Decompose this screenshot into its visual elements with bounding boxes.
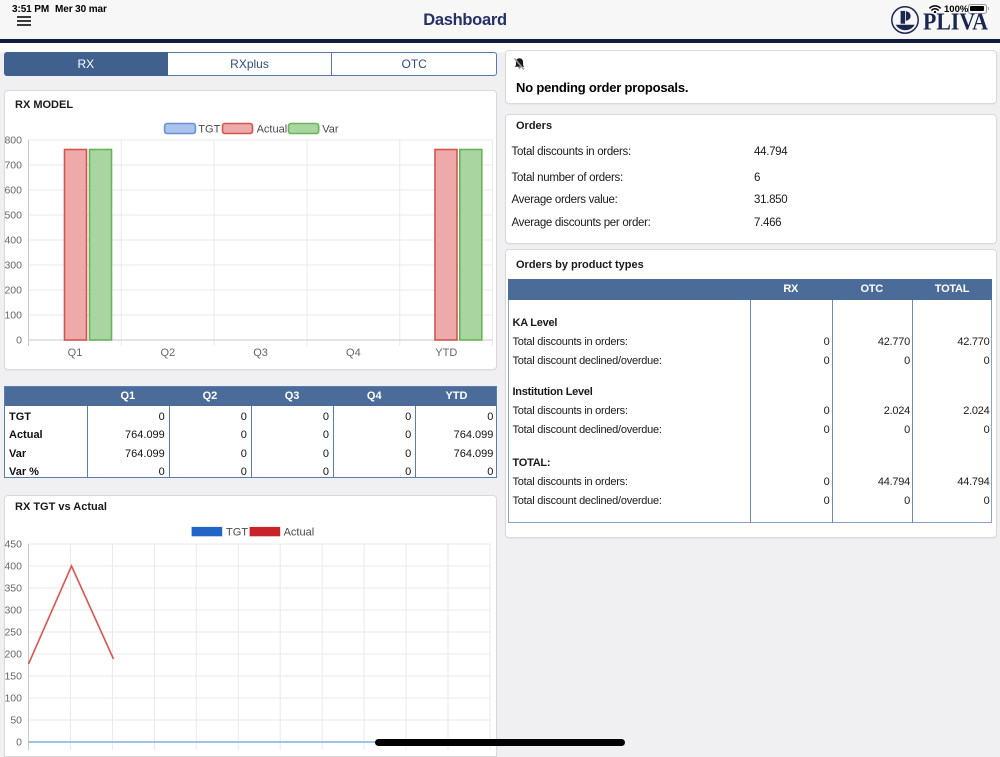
svg-text:0: 0 [16, 737, 22, 749]
svg-text:Q1: Q1 [68, 347, 83, 359]
svg-text:500: 500 [4, 210, 22, 222]
svg-text:350: 350 [4, 583, 22, 595]
svg-text:800: 800 [4, 135, 22, 147]
svg-text:450: 450 [4, 539, 22, 551]
svg-text:Q4: Q4 [346, 347, 361, 359]
svg-text:100: 100 [4, 693, 22, 705]
svg-text:TGT: TGT [226, 527, 248, 539]
svg-text:200: 200 [4, 649, 22, 661]
svg-text:400: 400 [4, 561, 22, 573]
svg-text:200: 200 [4, 285, 22, 297]
svg-text:Q2: Q2 [160, 347, 175, 359]
svg-text:PLIVA: PLIVA [923, 10, 989, 34]
svg-text:400: 400 [4, 235, 22, 247]
svg-text:700: 700 [4, 160, 22, 172]
svg-text:Q3: Q3 [253, 347, 268, 359]
svg-text:300: 300 [4, 605, 22, 617]
svg-text:TGT: TGT [198, 124, 220, 136]
svg-text:50: 50 [10, 715, 22, 727]
svg-text:100: 100 [4, 310, 22, 322]
svg-text:250: 250 [4, 627, 22, 639]
svg-text:300: 300 [4, 260, 22, 272]
svg-text:150: 150 [4, 671, 22, 683]
svg-text:Var: Var [322, 124, 339, 136]
svg-text:Actual: Actual [284, 527, 315, 539]
svg-text:0: 0 [16, 335, 22, 347]
svg-text:YTD: YTD [435, 347, 457, 359]
svg-text:Actual: Actual [257, 124, 288, 136]
svg-text:600: 600 [4, 185, 22, 197]
